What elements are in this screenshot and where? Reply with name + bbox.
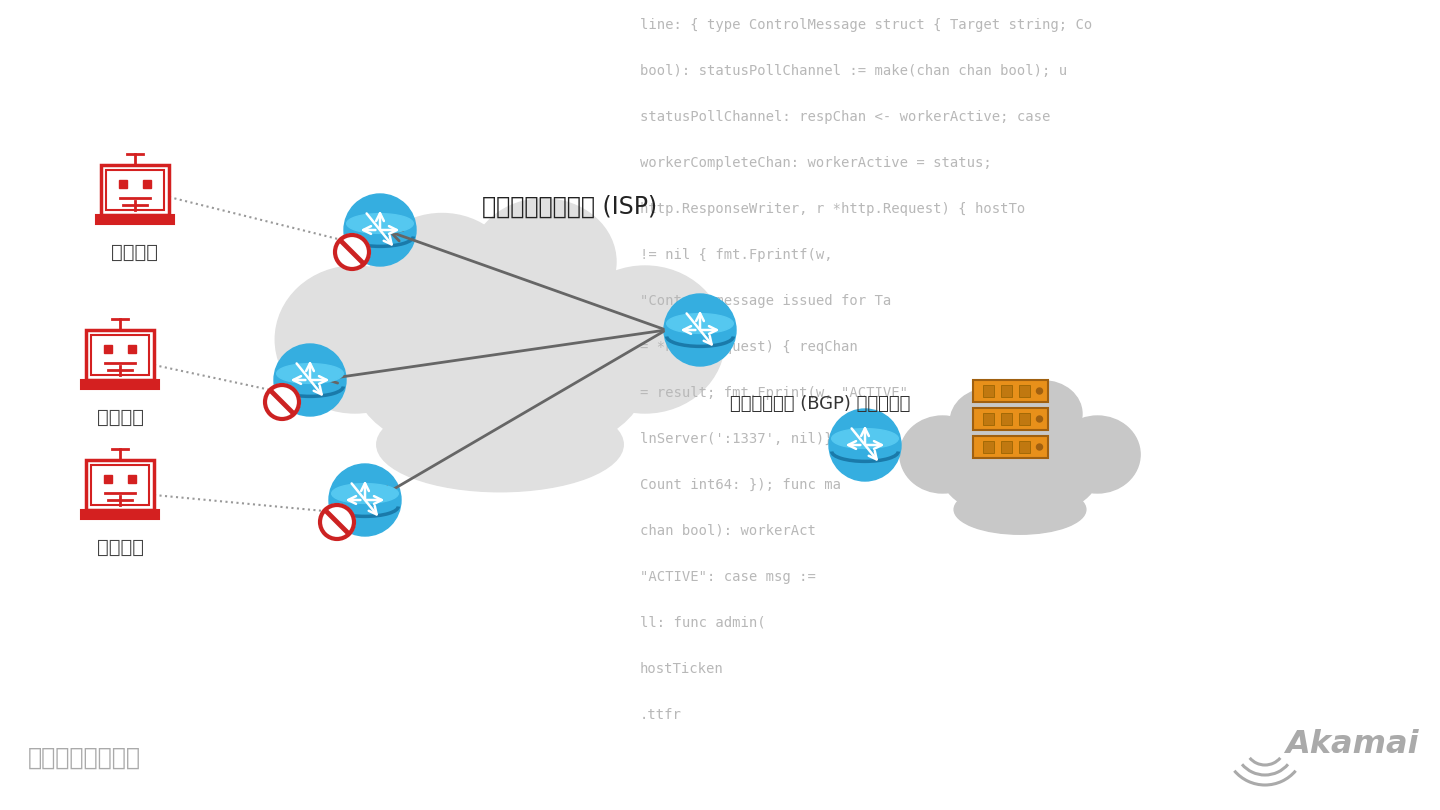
FancyBboxPatch shape bbox=[1001, 385, 1011, 397]
FancyBboxPatch shape bbox=[104, 345, 112, 353]
Text: lnServer(':1337', nil)}); ;pa: lnServer(':1337', nil)}); ;pa bbox=[639, 432, 883, 446]
FancyBboxPatch shape bbox=[95, 215, 174, 224]
Ellipse shape bbox=[331, 484, 399, 504]
FancyBboxPatch shape bbox=[128, 345, 137, 353]
FancyBboxPatch shape bbox=[128, 475, 137, 483]
FancyBboxPatch shape bbox=[143, 180, 151, 188]
FancyBboxPatch shape bbox=[1001, 413, 1011, 425]
Text: 爬虫程序: 爬虫程序 bbox=[96, 538, 144, 557]
Ellipse shape bbox=[370, 214, 514, 339]
Ellipse shape bbox=[832, 428, 899, 449]
Text: http.ResponseWriter, r *http.Request) { hostTo: http.ResponseWriter, r *http.Request) { … bbox=[639, 202, 1025, 216]
FancyBboxPatch shape bbox=[982, 413, 994, 425]
Ellipse shape bbox=[950, 389, 1028, 454]
FancyBboxPatch shape bbox=[982, 385, 994, 397]
FancyBboxPatch shape bbox=[118, 180, 127, 188]
Ellipse shape bbox=[347, 214, 413, 233]
Text: hostTicken: hostTicken bbox=[639, 662, 724, 676]
Text: statusPollChannel: respChan <- workerActive; case: statusPollChannel: respChan <- workerAct… bbox=[639, 110, 1050, 124]
Circle shape bbox=[1037, 416, 1043, 422]
FancyBboxPatch shape bbox=[86, 330, 154, 380]
Ellipse shape bbox=[943, 435, 1097, 518]
Text: ll: func admin(: ll: func admin( bbox=[639, 616, 766, 630]
Ellipse shape bbox=[900, 416, 985, 493]
Circle shape bbox=[264, 384, 300, 420]
Ellipse shape bbox=[1056, 416, 1140, 493]
Circle shape bbox=[664, 294, 736, 366]
Text: 爬虫程序: 爬虫程序 bbox=[111, 243, 158, 262]
FancyBboxPatch shape bbox=[1018, 413, 1030, 425]
FancyBboxPatch shape bbox=[982, 441, 994, 453]
Circle shape bbox=[320, 504, 356, 540]
Text: Akamai: Akamai bbox=[1284, 729, 1418, 760]
Ellipse shape bbox=[471, 198, 616, 325]
Circle shape bbox=[344, 194, 416, 266]
Circle shape bbox=[829, 409, 901, 481]
Text: = result; fmt.Fprint(w, "ACTIVE": = result; fmt.Fprint(w, "ACTIVE" bbox=[639, 386, 909, 400]
Ellipse shape bbox=[1005, 381, 1081, 447]
Ellipse shape bbox=[275, 266, 435, 413]
Circle shape bbox=[1037, 444, 1043, 450]
Text: .ttfr: .ttfr bbox=[639, 708, 683, 722]
FancyBboxPatch shape bbox=[104, 475, 112, 483]
Text: "Control message issued for Ta: "Control message issued for Ta bbox=[639, 294, 891, 308]
Text: "ACTIVE": case msg :=: "ACTIVE": case msg := bbox=[639, 570, 816, 584]
FancyBboxPatch shape bbox=[1018, 385, 1030, 397]
Circle shape bbox=[334, 234, 370, 270]
Text: 什么是黑洞路由？: 什么是黑洞路由？ bbox=[27, 746, 141, 770]
Text: 边界网关协议 (BGP) 路由器更新: 边界网关协议 (BGP) 路由器更新 bbox=[730, 395, 910, 413]
Ellipse shape bbox=[276, 364, 343, 383]
FancyBboxPatch shape bbox=[1018, 441, 1030, 453]
FancyBboxPatch shape bbox=[86, 460, 154, 510]
FancyBboxPatch shape bbox=[972, 436, 1047, 458]
Ellipse shape bbox=[667, 313, 733, 334]
FancyBboxPatch shape bbox=[81, 380, 160, 389]
FancyBboxPatch shape bbox=[81, 510, 160, 519]
FancyBboxPatch shape bbox=[1001, 441, 1011, 453]
Text: Count int64: }); func ma: Count int64: }); func ma bbox=[639, 478, 841, 492]
Text: = *http.Request) { reqChan: = *http.Request) { reqChan bbox=[639, 340, 858, 354]
Text: != nil { fmt.Fprintf(w,: != nil { fmt.Fprintf(w, bbox=[639, 248, 832, 262]
Text: 爬虫程序: 爬虫程序 bbox=[96, 408, 144, 427]
Text: bool): statusPollChannel := make(chan chan bool); u: bool): statusPollChannel := make(chan ch… bbox=[639, 64, 1067, 78]
Text: workerCompleteChan: workerActive = status;: workerCompleteChan: workerActive = statu… bbox=[639, 156, 992, 170]
Ellipse shape bbox=[377, 397, 624, 492]
Text: line: { type ControlMessage struct { Target string; Co: line: { type ControlMessage struct { Tar… bbox=[639, 18, 1093, 32]
FancyBboxPatch shape bbox=[972, 408, 1047, 430]
Circle shape bbox=[274, 344, 346, 416]
Circle shape bbox=[1037, 388, 1043, 394]
Text: chan bool): workerAct: chan bool): workerAct bbox=[639, 524, 816, 538]
FancyBboxPatch shape bbox=[107, 170, 164, 210]
FancyBboxPatch shape bbox=[91, 465, 148, 505]
Ellipse shape bbox=[566, 266, 724, 413]
FancyBboxPatch shape bbox=[91, 335, 148, 375]
Text: 互联网服务提供商 (ISP): 互联网服务提供商 (ISP) bbox=[482, 195, 658, 219]
FancyBboxPatch shape bbox=[101, 165, 168, 215]
Ellipse shape bbox=[955, 484, 1086, 535]
Ellipse shape bbox=[356, 303, 645, 460]
FancyBboxPatch shape bbox=[972, 380, 1047, 402]
Circle shape bbox=[328, 464, 400, 536]
